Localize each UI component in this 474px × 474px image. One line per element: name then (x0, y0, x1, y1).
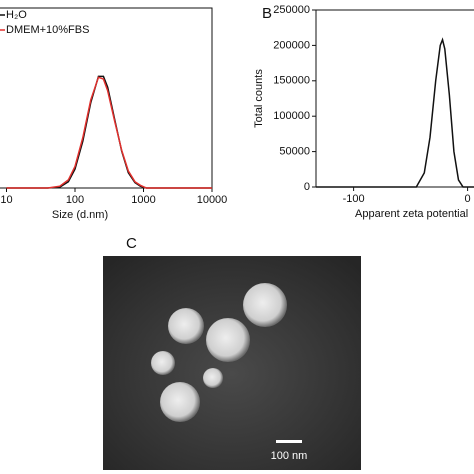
x-tick-label: 10 (0, 194, 12, 206)
x-axis-label: Size (d.nm) (52, 209, 108, 221)
x-axis-label: Apparent zeta potential (355, 208, 468, 220)
x-tick-label: 0 (465, 193, 471, 205)
scale-bar-label: 100 nm (271, 450, 308, 462)
y-tick-label: 50000 (279, 146, 310, 158)
tem-image (103, 256, 361, 470)
y-axis-label: Total counts (253, 69, 265, 128)
data-line (6, 76, 212, 189)
panel-label: C (126, 235, 137, 252)
y-tick-label: 150000 (273, 75, 310, 87)
x-tick-label: -100 (343, 193, 365, 205)
x-tick-label: 1000 (131, 194, 155, 206)
y-tick-label: 0 (304, 181, 310, 193)
data-line (316, 37, 474, 188)
y-tick-label: 100000 (273, 110, 310, 122)
data-line (6, 75, 212, 189)
x-tick-label: 10000 (197, 194, 228, 206)
y-tick-label: 200000 (273, 39, 310, 51)
x-tick-label: 100 (66, 194, 84, 206)
legend-label: H₂O (6, 9, 27, 21)
y-tick-label: 250000 (273, 4, 310, 16)
panel-label: B (262, 5, 272, 22)
legend-label: DMEM+10%FBS (6, 24, 89, 36)
